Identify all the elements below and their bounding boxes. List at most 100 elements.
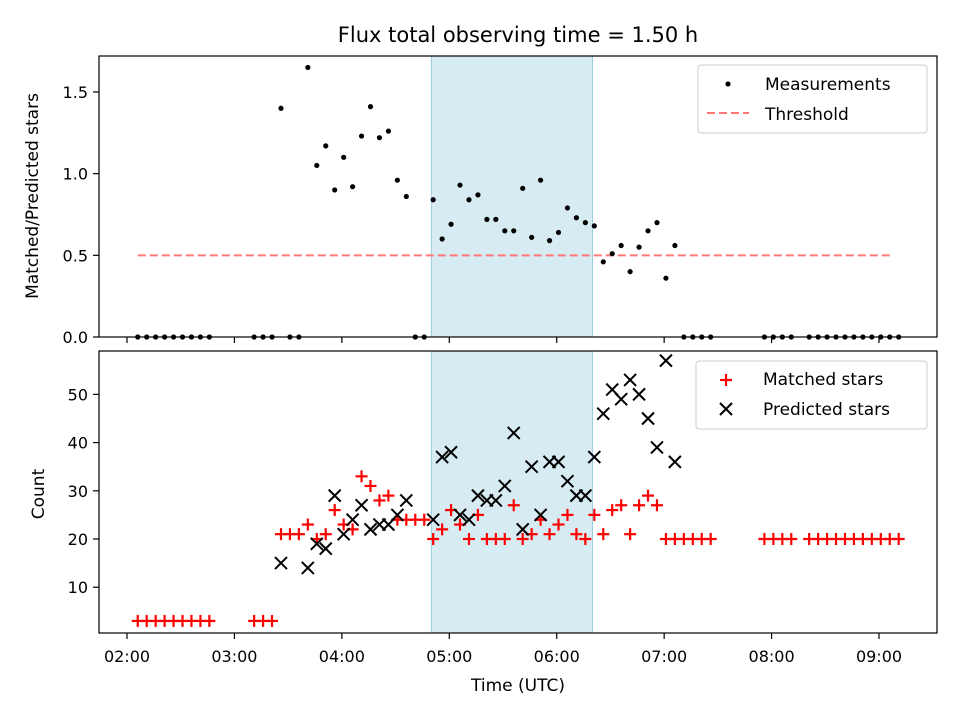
measurement-point	[627, 269, 633, 275]
measurement-point	[645, 228, 651, 234]
matched-star-point	[615, 499, 628, 512]
matched-star-point	[516, 533, 529, 545]
matched-star-point	[606, 504, 619, 517]
bottom-x-tick-label: 07:00	[641, 647, 687, 666]
bottom-x-tick-label: 03:00	[211, 647, 257, 666]
measurement-point	[439, 236, 445, 242]
legend-predicted-marker	[719, 402, 733, 416]
predicted-star-point	[515, 522, 530, 537]
predicted-star-point	[390, 508, 405, 522]
top-y-tick-label: 0.5	[63, 246, 88, 265]
bottom-x-tick-label: 09:00	[856, 647, 902, 666]
matched-star-point	[382, 489, 395, 502]
measurement-point	[672, 242, 678, 249]
legend-matched-label: Matched stars	[763, 370, 883, 390]
predicted-star-point	[533, 508, 548, 522]
matched-star-point	[570, 528, 583, 541]
measurement-point	[555, 229, 562, 236]
predicted-star-point	[596, 406, 610, 421]
predicted-star-point	[578, 488, 593, 503]
bottom-x-tick-label: 05:00	[426, 647, 472, 666]
matched-star-point	[328, 504, 341, 517]
matched-star-point	[552, 518, 565, 531]
legend-measurements-label: Measurements	[765, 75, 891, 95]
matched-star-point	[642, 489, 655, 502]
bottom-y-axis-label: Count	[29, 468, 49, 519]
matched-star-point	[498, 533, 511, 545]
matched-star-point	[650, 499, 663, 512]
measurement-point	[332, 187, 338, 193]
predicted-star-point	[354, 498, 369, 512]
predicted-star-point	[668, 455, 682, 469]
measurement-point	[654, 220, 660, 226]
top-y-tick-label: 1.0	[63, 165, 88, 184]
bottom-shaded-span	[430, 350, 594, 634]
top-chart-title: Flux total observing time = 1.50 h	[338, 23, 698, 47]
predicted-star-point	[336, 527, 351, 541]
matched-star-point	[203, 614, 216, 627]
measurement-point	[448, 221, 454, 227]
matched-star-point	[561, 508, 574, 521]
matched-star-point	[588, 508, 601, 521]
measurement-point	[618, 242, 624, 249]
measurement-point	[484, 216, 490, 222]
matched-star-point	[624, 528, 637, 541]
measurement-point	[511, 228, 517, 234]
predicted-star-point	[274, 556, 288, 570]
predicted-star-point	[319, 541, 333, 556]
measurement-point	[278, 105, 284, 111]
predicted-star-point	[614, 392, 628, 406]
predicted-star-point	[471, 488, 485, 503]
predicted-star-point	[310, 537, 324, 551]
predicted-star-point	[507, 426, 521, 440]
measurement-point	[582, 220, 588, 226]
measurement-point	[475, 192, 481, 198]
measurement-point	[573, 215, 580, 221]
measurement-point	[430, 197, 436, 203]
measurement-point	[403, 193, 409, 200]
measurement-point	[305, 64, 311, 71]
predicted-star-point	[587, 450, 602, 464]
predicted-star-point	[453, 508, 467, 522]
matched-star-point	[319, 528, 332, 541]
bottom-y-tick-label: 10	[68, 578, 88, 597]
measurement-point	[341, 154, 347, 160]
measurement-point	[663, 275, 669, 281]
measurement-point	[636, 244, 642, 250]
matched-star-point	[266, 614, 279, 627]
top-legend-box	[697, 64, 928, 134]
measurement-point	[323, 143, 329, 149]
bottom-x-tick-label: 04:00	[319, 647, 365, 666]
matched-star-point	[507, 499, 520, 512]
matched-star-point	[785, 533, 798, 545]
matched-star-point	[427, 533, 440, 545]
measurement-point	[493, 216, 499, 222]
bottom-legend: Matched stars Predicted stars	[695, 360, 928, 430]
predicted-star-point	[498, 479, 512, 493]
matched-star-point	[704, 533, 717, 545]
predicted-star-point	[345, 513, 360, 527]
measurement-point	[564, 205, 571, 211]
measurement-point	[385, 128, 392, 134]
predicted-star-point	[623, 373, 637, 387]
predicted-star-point	[560, 474, 575, 488]
bottom-y-tick-label: 40	[68, 434, 88, 453]
bottom-y-tick-label: 20	[68, 530, 88, 549]
measurement-point	[538, 177, 544, 183]
measurement-point	[367, 104, 374, 110]
matched-star-point	[597, 528, 610, 541]
top-y-tick-label: 1.5	[63, 83, 88, 102]
bottom-y-tick-label: 50	[68, 385, 88, 404]
measurement-point	[520, 185, 526, 191]
bottom-plot-frame	[98, 350, 938, 634]
bottom-y-tick-label: 30	[68, 482, 88, 501]
predicted-star-point	[641, 411, 655, 426]
matched-star-point	[418, 513, 431, 526]
predicted-star-point	[327, 488, 342, 503]
predicted-star-point	[301, 561, 315, 575]
measurement-point	[376, 135, 383, 141]
predicted-star-point	[435, 450, 449, 464]
measurement-point	[457, 182, 463, 188]
matched-star-point	[579, 533, 592, 545]
predicted-star-point	[399, 493, 414, 508]
